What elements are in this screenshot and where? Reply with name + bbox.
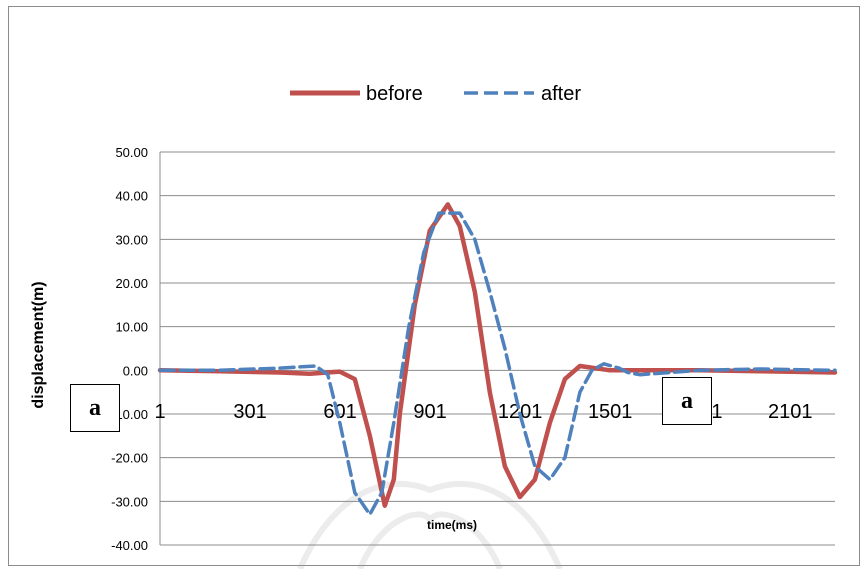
y-tick-label: 30.00 — [115, 232, 148, 247]
series-line-after — [158, 211, 837, 517]
y-tick-label: 40.00 — [115, 189, 148, 204]
legend: before after — [290, 83, 581, 105]
x-tick-label: 901 — [413, 401, 446, 423]
x-tick-labels: 13016019011201150118012101 — [154, 401, 812, 423]
y-tick-labels: -40.00 -30.00 -20.00 -10.00 0.00 10.00 20.00 30… — [111, 145, 148, 553]
x-axis-label: time(ms) — [427, 518, 477, 532]
series-line-before — [157, 202, 838, 508]
watermark-logo — [297, 480, 563, 569]
x-tick-label: 2101 — [768, 401, 813, 423]
y-tick-label: 50.00 — [115, 145, 148, 160]
x-tick-label: 1501 — [588, 401, 633, 423]
x-tick-label: 601 — [323, 401, 356, 423]
y-tick-label: -10.00 — [111, 407, 148, 422]
y-tick-label: -40.00 — [111, 538, 148, 553]
y-tick-label: 20.00 — [115, 276, 148, 291]
y-tick-label: 0.00 — [123, 363, 148, 378]
y-tick-label: -20.00 — [111, 451, 148, 466]
gridlines — [159, 151, 835, 546]
y-tick-label: 10.00 — [115, 320, 148, 335]
annotation-box-right: a — [662, 377, 712, 425]
series-lines — [157, 202, 838, 517]
x-tick-label: 1 — [154, 401, 165, 423]
legend-label-before: before — [366, 83, 423, 105]
x-tick-label: 301 — [233, 401, 266, 423]
y-tick-label: -30.00 — [111, 494, 148, 509]
legend-label-after: after — [541, 83, 581, 105]
y-axis-label: displacement(m) — [30, 281, 47, 408]
annotation-box-left: a — [70, 384, 120, 432]
chart-frame — [8, 6, 860, 566]
